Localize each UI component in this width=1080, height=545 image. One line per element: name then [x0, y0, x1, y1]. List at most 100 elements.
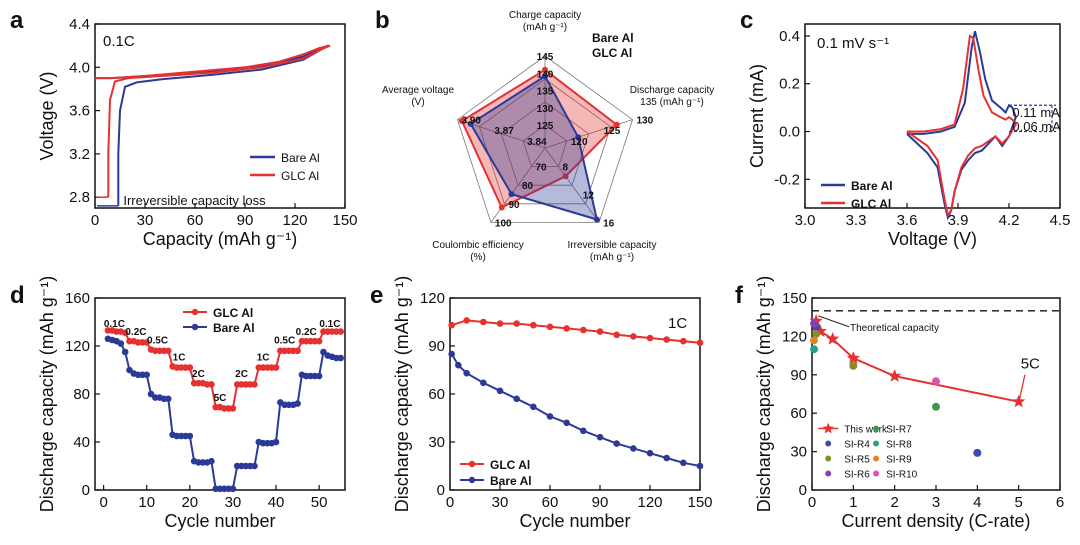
- legend-marker: [873, 425, 880, 432]
- radar-tick-label: 3.90: [462, 116, 482, 127]
- annot-011: 0.11 mA: [1012, 105, 1060, 120]
- cycle-series-point: [480, 318, 487, 326]
- y-tick-label: -0.2: [774, 171, 800, 188]
- x-tick-label: 150: [687, 494, 712, 511]
- rate-label: 5C: [214, 393, 227, 404]
- legend-label: SI-R10: [886, 470, 918, 481]
- theoretical-pointer: [818, 315, 850, 328]
- y-tick-label: 30: [790, 444, 807, 461]
- x-tick-label: 30: [492, 494, 509, 511]
- radar-axis-unit: 135 (mAh g⁻¹): [640, 97, 704, 108]
- radar-grid-ring: [500, 101, 590, 186]
- y-tick-label: 0.2: [779, 76, 800, 93]
- rate-series-point: [186, 364, 194, 371]
- cycle-series-point: [496, 320, 504, 327]
- x-tick-label: 3.3: [846, 212, 867, 229]
- cycle-series-point: [630, 445, 637, 452]
- cycle-series-point: [480, 379, 487, 387]
- rate-series-point: [208, 381, 215, 388]
- radar-axis-title: Irreversible capacity: [568, 240, 657, 251]
- this-work-star: [813, 324, 827, 337]
- legend-label: GLC Al: [490, 458, 530, 472]
- rate-series-point: [143, 339, 151, 346]
- y-axis-title: Discharge capacity (mAh g⁻¹): [754, 276, 774, 513]
- scan-rate-note: 0.1 mV s⁻¹: [817, 35, 889, 52]
- cycle-series-point: [630, 333, 637, 340]
- radar-tick-label: 100: [495, 218, 512, 229]
- radar-tick-label: 145: [537, 52, 554, 63]
- y-tick-label: 60: [428, 386, 445, 403]
- cycle-series-point: [563, 419, 570, 427]
- rate-label: 0.2C: [296, 327, 317, 338]
- rate-note: 1C: [668, 315, 687, 332]
- cycle-series-point: [513, 320, 520, 327]
- x-tick-label: 0: [99, 494, 107, 511]
- y-tick-label: 4.4: [69, 16, 90, 33]
- x-tick-label: 90: [237, 212, 254, 229]
- y-tick-label: 160: [65, 290, 90, 307]
- x-tick-label: 1: [849, 494, 857, 511]
- y-axis-title: Discharge capacity (mAh g⁻¹): [37, 276, 57, 513]
- rate-series-point: [294, 400, 301, 407]
- x-tick-label: 4.5: [1050, 212, 1071, 229]
- radar-tick-label: 120: [571, 137, 588, 148]
- this-work-star: [846, 351, 860, 364]
- y-tick-label: 120: [65, 338, 90, 355]
- rate-series-point: [229, 485, 237, 493]
- panel-a: a 0 30 60 90 120 150 2.8 3.2 3.6 4.0 4.4 Capacity (m…: [10, 7, 358, 249]
- cycle-series-point: [613, 440, 620, 447]
- x-tick-label: 120: [282, 212, 307, 229]
- ref-point: [932, 402, 940, 411]
- radar-series-0: [469, 74, 599, 221]
- radar-axis-title: Average voltage: [382, 85, 455, 96]
- legend-label: SI-R5: [844, 455, 870, 466]
- cv-curve: [906, 34, 1017, 218]
- y-tick-label: 80: [73, 386, 90, 403]
- x-tick-label: 4.2: [999, 212, 1020, 229]
- y-tick-label: 0.4: [779, 28, 800, 45]
- legend-marker: [825, 470, 832, 477]
- cycle-series-line: [450, 353, 701, 467]
- radar-tick-label: 135: [537, 87, 554, 98]
- y-tick-label: 4.0: [69, 59, 90, 76]
- y-tick-label: 0.0: [779, 124, 800, 141]
- legend-label: Bare Al: [213, 321, 255, 335]
- rate-label: 1C: [257, 352, 270, 363]
- rate-series-point: [164, 347, 172, 355]
- radar-tick-label: 130: [636, 116, 653, 127]
- ref-point: [849, 361, 858, 370]
- x-axis-title: Voltage (V): [888, 229, 977, 249]
- radar-point: [575, 134, 582, 141]
- rate-label: 0.1C: [104, 319, 125, 330]
- legend-label: GLC Al: [851, 197, 891, 211]
- legend-marker: [468, 460, 476, 468]
- rate-series-point: [272, 438, 280, 446]
- rate-series-point: [251, 381, 258, 388]
- cycle-series-point: [580, 427, 587, 435]
- legend-label: SI-R9: [886, 455, 912, 466]
- x-tick-label: 3.9: [948, 212, 969, 229]
- rate-series-point: [117, 340, 125, 347]
- radar-grid-ring: [522, 124, 568, 168]
- x-axis-title: Current density (C-rate): [841, 511, 1030, 531]
- cycle-series-point: [530, 321, 537, 329]
- annot-006: 0.06 mA: [1012, 119, 1061, 134]
- radar-tick-label: 80: [522, 181, 534, 192]
- radar-tick-label: 12: [583, 191, 595, 202]
- x-tick-label: 3: [932, 494, 940, 511]
- radar-tick-label: 125: [604, 126, 621, 137]
- plot-frame: [449, 297, 701, 491]
- cycle-series-point: [696, 339, 704, 347]
- rate-series-point: [229, 405, 237, 412]
- radar-point: [562, 173, 569, 180]
- legend-label: Bare Al: [490, 474, 532, 488]
- legend-label: GLC Al: [213, 306, 253, 320]
- panel-label-b: b: [375, 7, 390, 34]
- y-tick-label: 120: [420, 290, 445, 307]
- radar-axis-unit: (mAh g⁻¹): [590, 252, 634, 263]
- radar-tick-label: 130: [537, 104, 554, 115]
- rate-series-point: [320, 348, 327, 356]
- radar-point: [498, 204, 505, 211]
- x-tick-label: 4: [973, 494, 981, 511]
